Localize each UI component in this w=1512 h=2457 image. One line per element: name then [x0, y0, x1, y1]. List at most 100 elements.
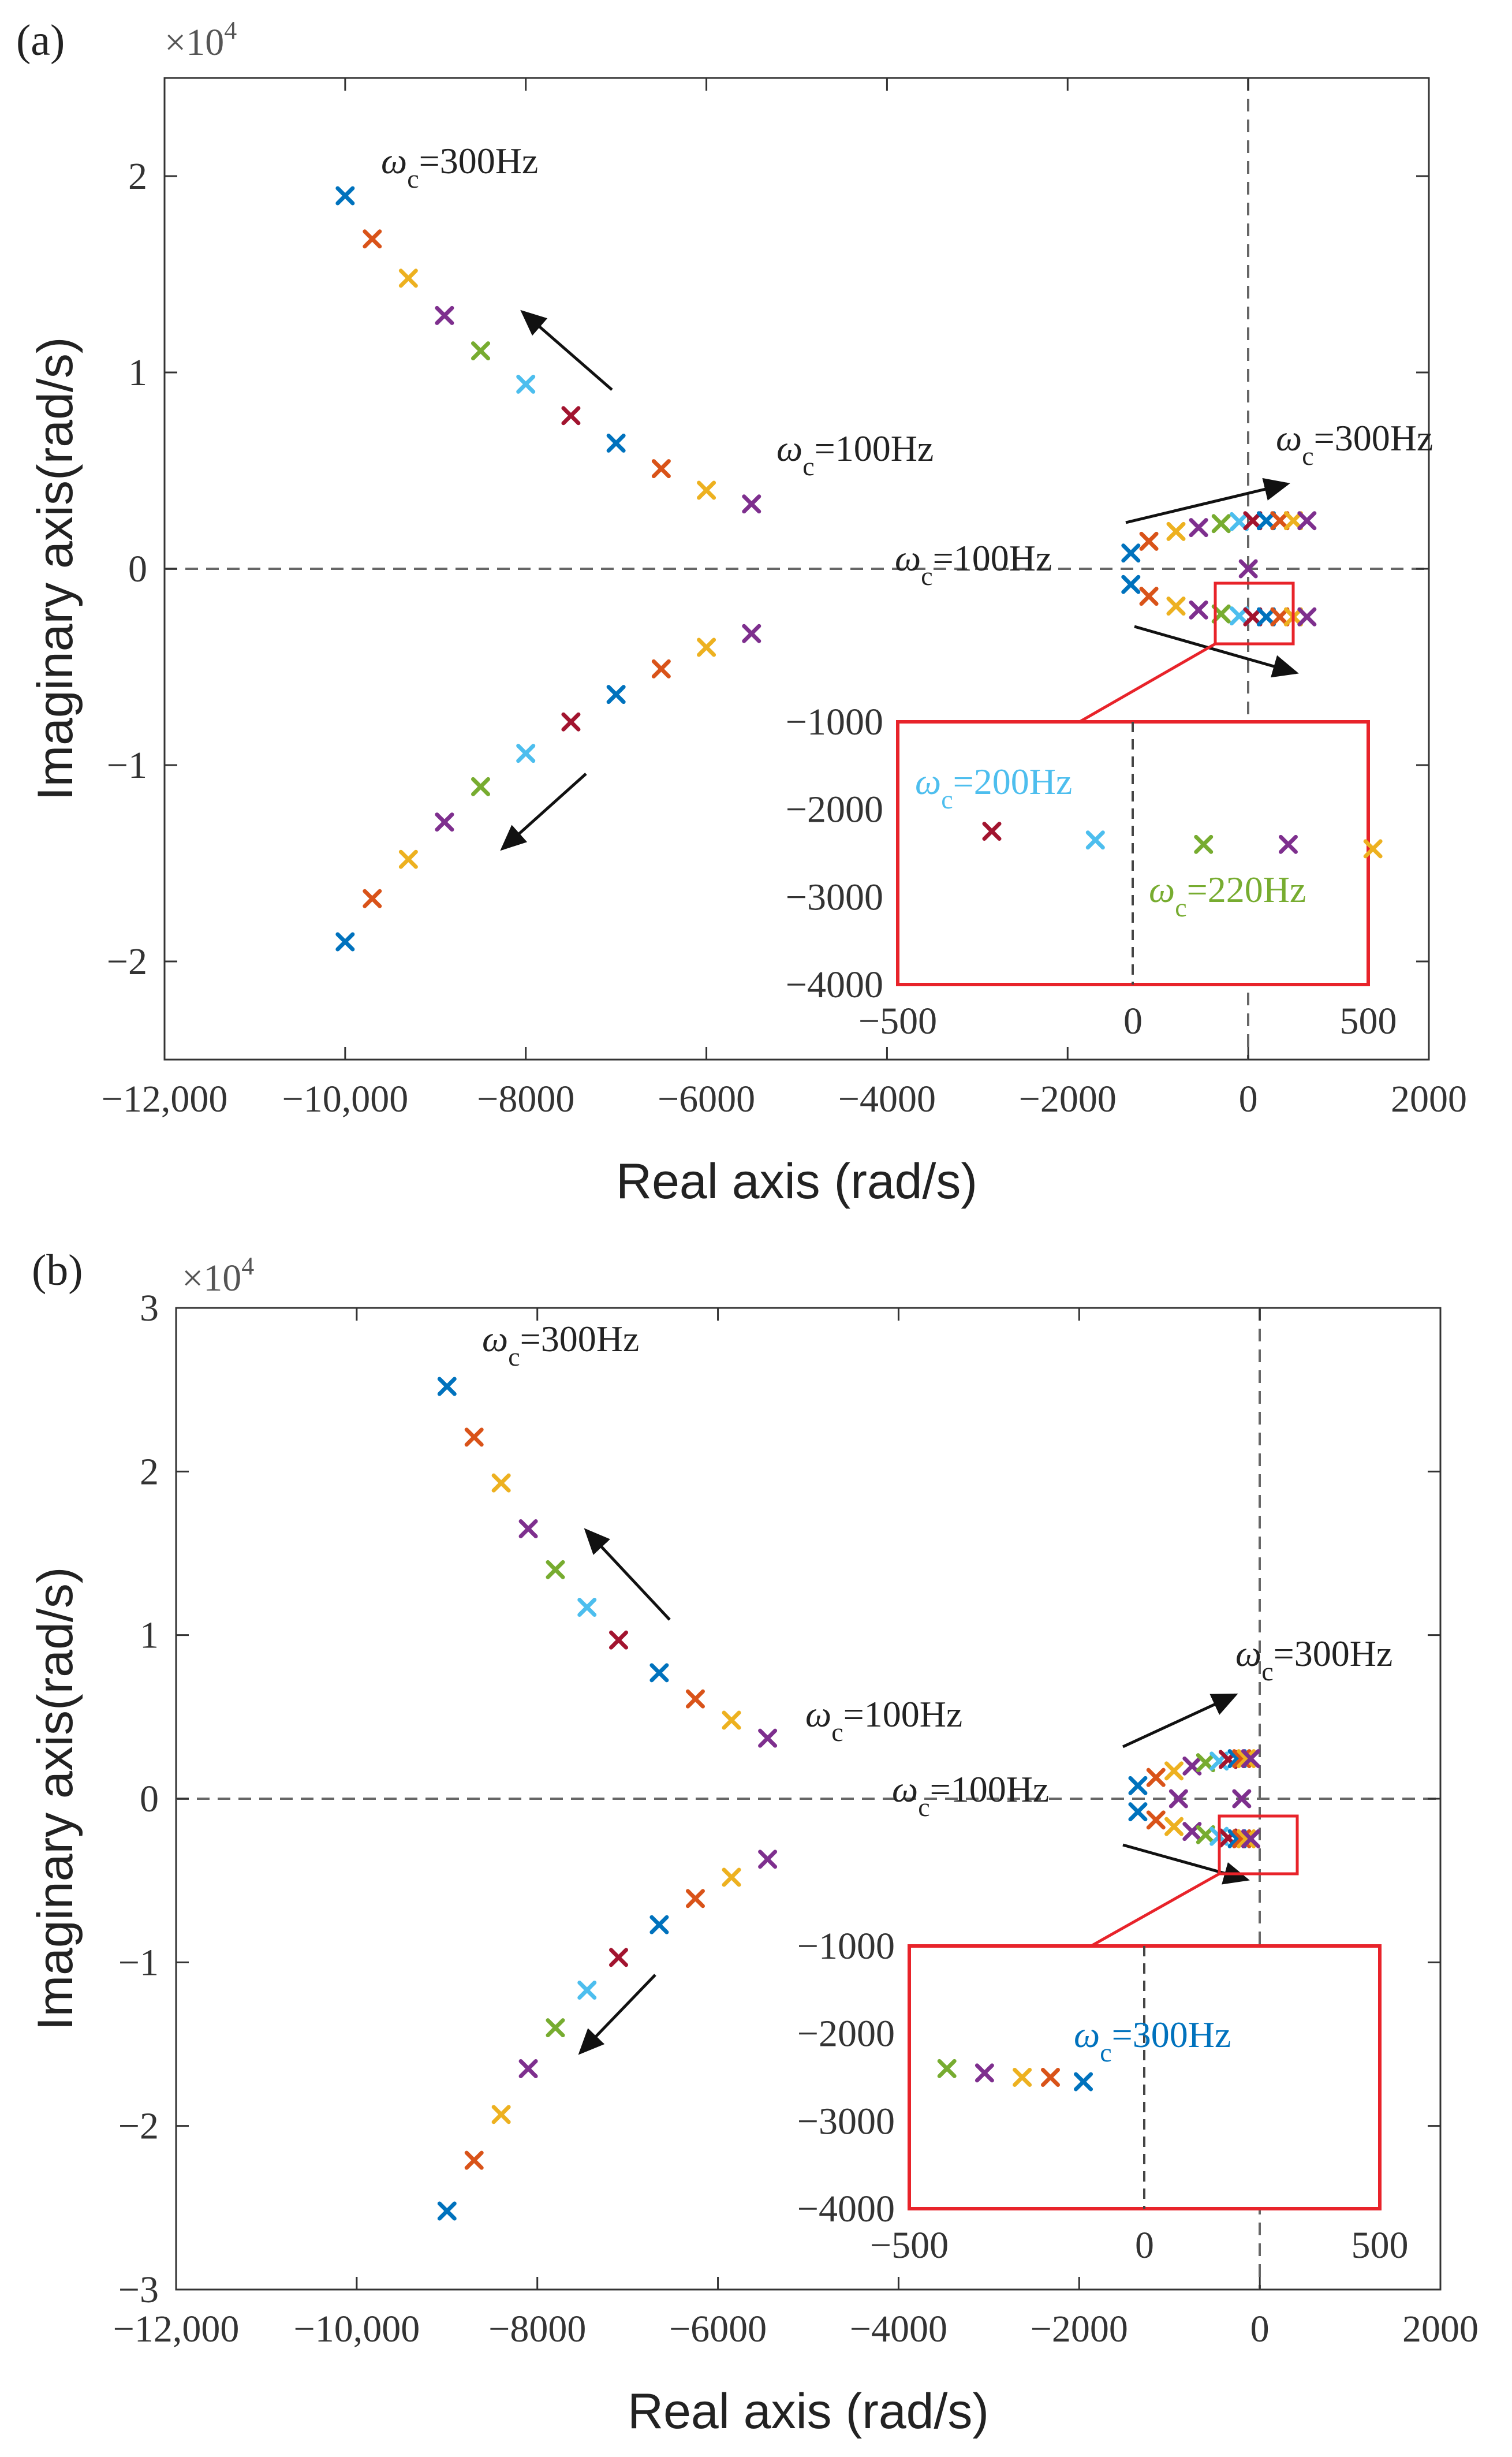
pole-marker [471, 777, 490, 796]
pole-marker [1232, 1789, 1252, 1809]
pole-marker [1256, 511, 1276, 531]
pole-marker [546, 1560, 565, 1579]
inset-pole-marker [982, 822, 1002, 841]
pole-marker [1238, 559, 1258, 579]
x-tick-label: −8000 [488, 2308, 586, 2350]
panel-a-label: (a) [16, 16, 65, 65]
pole-marker [435, 812, 454, 832]
pole-marker [649, 1915, 669, 1934]
panel-a-y-exponent: ×104 [165, 16, 237, 64]
pole-marker [649, 1663, 669, 1683]
y-tick-label: −2 [118, 2105, 159, 2147]
pole-marker [609, 1948, 628, 1967]
inset-pole-marker [1085, 830, 1105, 850]
y-tick-label: 1 [128, 352, 147, 394]
pole-marker [398, 269, 418, 288]
x-tick-label: −4000 [838, 1078, 936, 1120]
panel-b-y-exponent: ×104 [182, 1252, 254, 1299]
panel-a-annotation-300hz-left: ωc=300Hz [381, 140, 538, 193]
panel-a-arrow-lower-left [500, 773, 587, 851]
panel-a-inset: −500 0 500 −1000 −2000 −3000 −4000 ωc=200Hz ωc… [786, 701, 1397, 1042]
pole-marker [435, 305, 454, 325]
panel-a-inset-annotation-200hz: ωc=200Hz [915, 761, 1072, 814]
pole-marker [1243, 607, 1263, 627]
pole-marker [577, 1598, 597, 1617]
panel-b-inset-annotation-300hz: ωc=300Hz [1074, 2014, 1231, 2067]
pole-marker [561, 406, 581, 426]
pole-marker [1189, 600, 1208, 620]
pole-marker [1297, 511, 1317, 531]
pole-marker [1237, 1829, 1256, 1848]
panel-b-markers [437, 1377, 1260, 2221]
x-tick-label: −12,000 [102, 1078, 228, 1120]
inset-y-tick-label: −3000 [786, 876, 883, 918]
pole-marker [1164, 1761, 1184, 1781]
y-tick-label: 2 [128, 155, 147, 197]
x-tick-label: 0 [1239, 1078, 1258, 1120]
pole-marker [577, 1981, 597, 2000]
pole-marker [758, 1728, 778, 1748]
x-tick-label: −6000 [658, 1078, 755, 1120]
pole-marker [518, 2059, 538, 2078]
panel-b-annotation-100hz-right: ωc=100Hz [892, 1769, 1049, 1822]
inset-x-tick-label: −500 [858, 1000, 937, 1042]
pole-marker [606, 685, 626, 704]
pole-marker [1237, 1749, 1256, 1769]
pole-marker [335, 186, 355, 206]
panel-a-y-axis-label: Imaginary axis(rad/s) [28, 337, 83, 801]
panel-b-x-axis-label: Real axis (rad/s) [628, 2384, 989, 2439]
y-tick-label: 1 [140, 1615, 159, 1657]
pole-marker [1139, 531, 1159, 551]
pole-marker [437, 2201, 457, 2221]
pole-marker [363, 889, 382, 908]
pole-marker [1121, 575, 1141, 594]
x-tick-label: −6000 [669, 2308, 767, 2350]
pole-marker [685, 1689, 705, 1709]
inset-x-tick-label: 0 [1135, 2224, 1154, 2266]
pole-marker [758, 1850, 778, 1869]
inset-y-tick-label: −3000 [797, 2100, 895, 2142]
pole-marker [1270, 511, 1290, 531]
panel-a-zoom-region [1214, 581, 1295, 646]
pole-marker [437, 1377, 457, 1396]
inset-x-tick-label: 500 [1352, 2224, 1409, 2266]
pole-marker [1128, 1802, 1148, 1822]
pole-marker [1128, 1776, 1148, 1795]
pole-marker [471, 341, 490, 361]
pole-marker [1283, 511, 1303, 531]
y-tick-label: 2 [140, 1451, 159, 1493]
pole-marker [697, 637, 716, 657]
inset-y-tick-label: −2000 [786, 789, 883, 831]
pole-marker [398, 849, 418, 869]
panel-a-inset-markers [982, 822, 1383, 859]
pole-marker [1270, 607, 1290, 627]
y-tick-label: 3 [140, 1287, 159, 1329]
pole-marker [651, 659, 671, 678]
panel-b-inset: −500 0 500 −1000 −2000 −3000 −4000 ωc=300Hz [797, 1925, 1409, 2266]
panel-b-zoom-connector [1090, 1872, 1220, 1948]
panel-b-y-axis-label: Imaginary axis(rad/s) [28, 1567, 83, 2031]
pole-marker [1146, 1810, 1166, 1830]
pole-marker [1243, 511, 1263, 531]
inset-y-tick-label: −2000 [797, 2013, 895, 2055]
pole-marker [1146, 1768, 1166, 1787]
inset-pole-marker [1013, 2068, 1032, 2087]
inset-y-tick-label: −4000 [797, 2188, 895, 2230]
pole-marker [606, 433, 626, 453]
pole-marker [722, 1867, 741, 1887]
x-tick-label: −10,000 [282, 1078, 408, 1120]
pole-marker [1139, 587, 1159, 606]
pole-marker [1121, 543, 1141, 563]
x-tick-label: 0 [1250, 2308, 1270, 2350]
y-tick-label: −1 [118, 1941, 159, 1984]
panel-a: (a) ×104 −12,000 −10,000 −8000 −6000 −4000 −2… [16, 16, 1467, 1209]
x-tick-label: 2000 [1391, 1078, 1467, 1120]
inset-pole-marker [1363, 839, 1383, 859]
panel-a-markers [335, 186, 1317, 952]
panel-a-annotation-100hz-right: ωc=100Hz [895, 538, 1052, 591]
panel-b-arrow-lower-left [578, 1974, 656, 2055]
panel-a-inset-ticks: −500 0 500 −1000 −2000 −3000 −4000 [786, 701, 1397, 1042]
panel-b-arrow-upper-left [584, 1528, 671, 1621]
inset-pole-marker [937, 2059, 957, 2078]
